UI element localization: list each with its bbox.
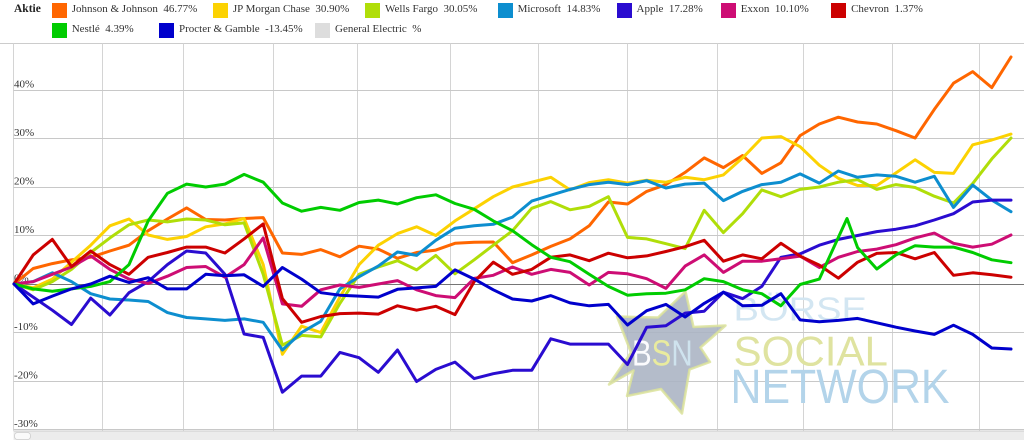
svg-text:-20%: -20%	[14, 370, 38, 382]
svg-text:30%: 30%	[14, 127, 34, 139]
svg-text:20%: 20%	[14, 176, 34, 188]
svg-text:BSN: BSN	[632, 333, 693, 373]
svg-text:NETWORK: NETWORK	[731, 361, 950, 414]
svg-text:SOCIAL: SOCIAL	[734, 328, 889, 375]
svg-text:40%: 40%	[14, 79, 34, 91]
svg-text:BÖRSE: BÖRSE	[734, 291, 868, 328]
svg-text:-30%: -30%	[14, 418, 38, 430]
svg-text:-10%: -10%	[14, 321, 38, 333]
svg-text:10%: 10%	[14, 224, 34, 236]
